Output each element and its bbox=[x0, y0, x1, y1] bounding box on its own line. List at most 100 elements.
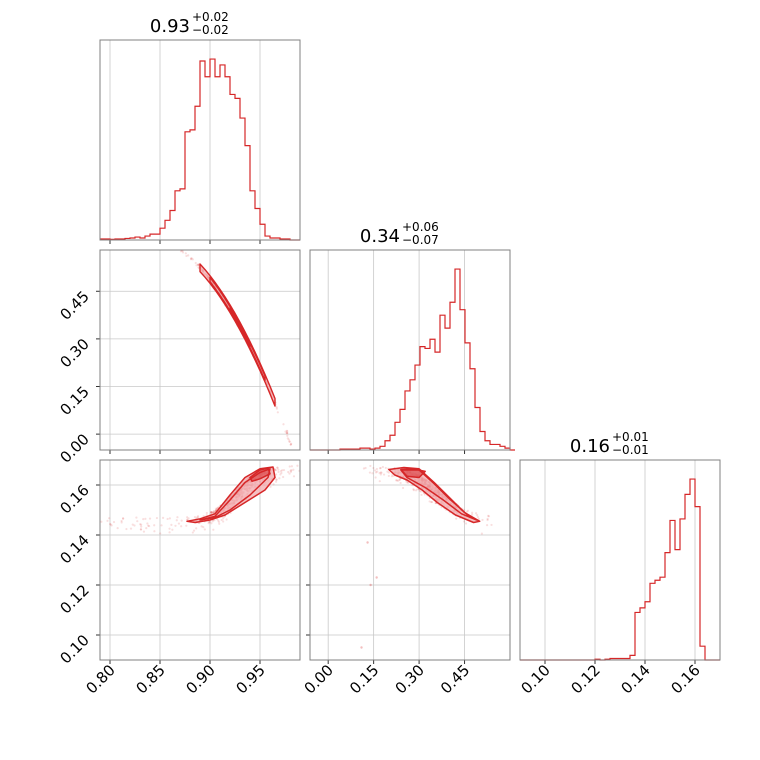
p5-sample-point bbox=[380, 471, 383, 474]
p5-sample-point bbox=[486, 518, 489, 522]
p2-sample-point bbox=[123, 242, 125, 244]
p4-sample-point bbox=[159, 532, 162, 535]
p2-sample-point bbox=[187, 254, 190, 257]
p5-sample-point bbox=[378, 471, 381, 475]
p4-sample-point bbox=[109, 522, 112, 526]
p4-sample-point bbox=[142, 518, 145, 521]
p4-sample-point bbox=[100, 520, 103, 523]
p4-sample-point bbox=[187, 517, 190, 520]
p2-sample-point bbox=[289, 443, 293, 446]
p4-sample-point bbox=[280, 471, 283, 475]
p5-sample-point bbox=[474, 512, 478, 515]
p5-sample-point bbox=[372, 466, 375, 470]
p2-sample-point bbox=[196, 263, 200, 266]
p5-sample-point bbox=[364, 466, 367, 470]
p4-sample-point bbox=[290, 469, 293, 472]
p4-sample-point bbox=[166, 517, 169, 521]
p4-sample-point bbox=[148, 517, 152, 520]
p5-contour-mid bbox=[400, 469, 478, 521]
p4-sample-point bbox=[168, 527, 171, 530]
p4-sample-point bbox=[160, 524, 163, 527]
p4-sample-point bbox=[289, 470, 293, 473]
p5-sample-point bbox=[418, 489, 421, 492]
p5-contour-inner bbox=[400, 468, 426, 479]
p2-sample-point bbox=[275, 407, 278, 410]
p6-frame bbox=[519, 459, 721, 661]
p5-sample-point bbox=[466, 509, 470, 512]
p4-sample-point bbox=[217, 519, 220, 522]
p5-sample-point bbox=[369, 464, 372, 468]
p5-xtick-label: 0.45 bbox=[437, 661, 473, 697]
p4-sample-point bbox=[116, 527, 119, 530]
p2-sample-point bbox=[158, 242, 160, 244]
p2-sample-point bbox=[179, 250, 183, 253]
p3-frame bbox=[309, 249, 511, 451]
p5-sample-point bbox=[390, 475, 394, 478]
p4-sample-point bbox=[207, 522, 210, 525]
panel-hist-param1: 0.93 +0.02−0.02 bbox=[99, 10, 301, 244]
p4-sample-point bbox=[174, 524, 177, 527]
p4-sample-point bbox=[195, 527, 198, 530]
p4-sample-point bbox=[125, 527, 128, 531]
p2-sample-point bbox=[161, 240, 163, 242]
p2-sample-point bbox=[290, 442, 293, 445]
p4-sample-point bbox=[279, 473, 282, 476]
p4-sample-point bbox=[175, 519, 178, 522]
p4-sample-point bbox=[140, 525, 143, 528]
p4-sample-point bbox=[147, 524, 150, 527]
p4-sample-point bbox=[131, 523, 134, 526]
p2-sample-point bbox=[184, 252, 187, 255]
p6-xtick-label: 0.12 bbox=[567, 661, 603, 697]
p2-sample-point bbox=[114, 245, 116, 247]
p5-sample-point bbox=[419, 490, 422, 493]
p4-sample-point bbox=[135, 516, 138, 519]
p6-xtick-label: 0.14 bbox=[617, 661, 653, 697]
p4-sample-point bbox=[129, 527, 133, 530]
p5-sample-point bbox=[428, 500, 431, 503]
p4-sample-point bbox=[213, 519, 216, 522]
p4-sample-point bbox=[197, 516, 200, 519]
p4-sample-point bbox=[292, 475, 296, 478]
p5-sample-point bbox=[379, 466, 382, 470]
p2-sample-point bbox=[177, 247, 179, 249]
p4-sample-point bbox=[145, 527, 148, 530]
p4-sample-point bbox=[153, 530, 156, 533]
p5-xtick-label: 0.30 bbox=[392, 661, 428, 697]
p2-sample-point bbox=[285, 429, 289, 433]
p5-sample-point bbox=[387, 474, 390, 478]
p5-sample-point bbox=[481, 518, 484, 522]
p4-sample-point bbox=[211, 511, 214, 514]
p2-sample-point bbox=[276, 411, 279, 414]
p2-sample-point bbox=[148, 237, 150, 239]
p4-sample-point bbox=[209, 510, 213, 514]
p4-sample-point bbox=[269, 485, 272, 488]
p5-sample-point bbox=[476, 513, 479, 517]
p5-sample-point bbox=[423, 493, 426, 496]
p5-sample-point bbox=[375, 467, 378, 471]
p2-sample-point bbox=[189, 258, 193, 261]
p4-sample-point bbox=[177, 522, 181, 525]
p4-sample-point bbox=[146, 522, 149, 525]
p4-sample-point bbox=[274, 473, 278, 476]
p6-title-sup: +0.01 bbox=[612, 430, 649, 444]
p5-sample-point bbox=[406, 481, 410, 485]
p5-sample-point bbox=[420, 493, 423, 497]
p4-sample-point bbox=[168, 517, 171, 520]
p4-sample-point bbox=[208, 520, 212, 523]
p4-sample-point bbox=[218, 522, 221, 525]
p5-sample-point bbox=[384, 466, 387, 470]
p2-contour-inner bbox=[229, 307, 251, 348]
p4-sample-point bbox=[288, 472, 291, 475]
p1-title-sub: −0.02 bbox=[192, 23, 229, 37]
p5-sample-point bbox=[379, 473, 382, 476]
p4-sample-point bbox=[133, 524, 136, 527]
p4-sample-point bbox=[278, 477, 281, 480]
p5-sample-point bbox=[471, 511, 474, 514]
p4-sample-point bbox=[220, 518, 223, 522]
p5-sample-point bbox=[376, 470, 379, 473]
p5-sample-point bbox=[374, 476, 377, 479]
p4-sample-point bbox=[276, 466, 279, 469]
p4-sample-point bbox=[210, 511, 213, 514]
p4-sample-point bbox=[180, 519, 183, 522]
p4-sample-point bbox=[273, 468, 277, 472]
